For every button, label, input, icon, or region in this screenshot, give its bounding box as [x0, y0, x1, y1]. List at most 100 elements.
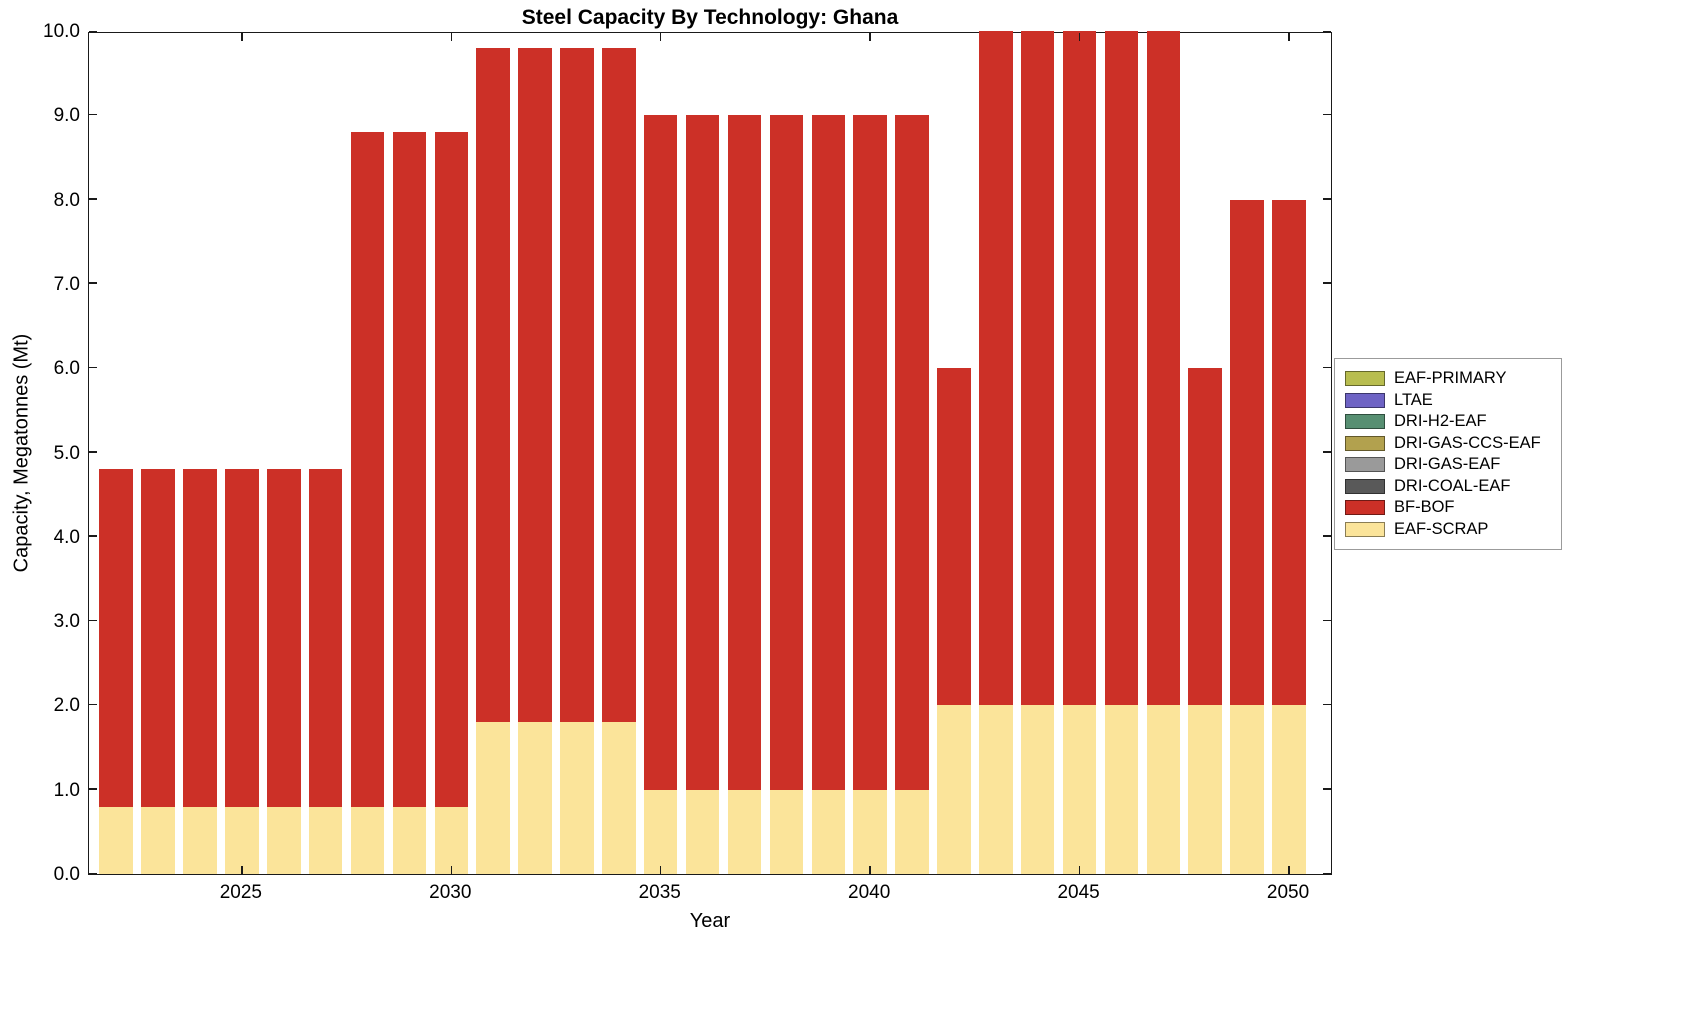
x-tick-mark — [241, 866, 243, 874]
bar-segment-bf-bof-2022 — [99, 469, 133, 807]
y-tick-label: 8.0 — [53, 189, 80, 211]
y-tick-mark — [1323, 788, 1331, 790]
bar-segment-bf-bof-2023 — [141, 469, 175, 807]
bar-segment-bf-bof-2049 — [1230, 199, 1264, 706]
x-tick-mark — [241, 33, 243, 41]
legend-item-dri-coal-eaf: DRI-COAL-EAF — [1345, 476, 1551, 498]
x-tick-label: 2030 — [429, 882, 472, 903]
bar-segment-bf-bof-2034 — [602, 47, 636, 723]
y-tick-mark — [89, 31, 97, 33]
x-tick-label: 2040 — [848, 882, 891, 903]
bar-segment-eaf-scrap-2026 — [267, 806, 301, 874]
y-tick-mark — [89, 451, 97, 453]
legend-item-dri-gas-eaf: DRI-GAS-EAF — [1345, 454, 1551, 476]
plot-area — [88, 31, 1332, 875]
y-tick-label: 9.0 — [53, 105, 80, 127]
legend-label: EAF-SCRAP — [1394, 519, 1489, 538]
x-axis-title: Year — [689, 910, 731, 932]
bar-segment-bf-bof-2048 — [1188, 368, 1222, 706]
y-tick-mark — [89, 535, 97, 537]
y-tick-label: 1.0 — [53, 779, 80, 801]
bar-segment-eaf-scrap-2035 — [643, 789, 678, 874]
bar-segment-eaf-scrap-2049 — [1230, 705, 1264, 874]
x-tick-mark — [450, 33, 453, 41]
bar-segment-eaf-scrap-2048 — [1188, 705, 1222, 874]
bar-segment-bf-bof-2037 — [727, 115, 762, 790]
x-tick-mark — [1078, 866, 1081, 874]
bar-segment-eaf-scrap-2043 — [979, 705, 1013, 874]
x-tick-label: 2025 — [219, 882, 263, 903]
legend-swatch-icon — [1345, 478, 1385, 494]
x-tick-mark — [1078, 33, 1081, 41]
bar-segment-bf-bof-2027 — [308, 469, 343, 807]
bar-segment-eaf-scrap-2028 — [350, 806, 385, 874]
bar-segment-bf-bof-2045 — [1062, 31, 1097, 706]
bar-segment-bf-bof-2030 — [434, 132, 469, 807]
x-tick-mark — [450, 866, 453, 874]
bar-segment-eaf-scrap-2050 — [1272, 705, 1306, 874]
y-tick-label: 10.0 — [43, 21, 80, 42]
bar-segment-eaf-scrap-2037 — [727, 789, 762, 874]
bar-segment-bf-bof-2035 — [643, 115, 678, 790]
bar-segment-eaf-scrap-2033 — [560, 722, 594, 874]
bar-segment-eaf-scrap-2036 — [685, 789, 720, 874]
bar-segment-eaf-scrap-2030 — [434, 806, 469, 874]
legend-swatch-icon — [1345, 392, 1385, 408]
bar-segment-eaf-scrap-2025 — [225, 806, 259, 874]
legend-swatch-icon — [1345, 457, 1385, 473]
bar-segment-bf-bof-2032 — [518, 47, 552, 723]
x-tick-label: 2050 — [1266, 882, 1310, 903]
y-axis-title: Capacity, Megatonnes (Mt) — [10, 333, 33, 573]
bar-segment-bf-bof-2025 — [225, 469, 259, 807]
bar-segment-eaf-scrap-2027 — [308, 806, 343, 874]
legend-item-ltae: LTAE — [1345, 390, 1551, 412]
y-tick-mark — [1323, 703, 1331, 706]
x-tick-label: 2045 — [1057, 882, 1100, 903]
bar-segment-bf-bof-2046 — [1104, 31, 1139, 706]
legend-item-eaf-scrap: EAF-SCRAP — [1345, 519, 1551, 541]
y-tick-mark — [89, 703, 97, 706]
bar-segment-bf-bof-2043 — [979, 31, 1013, 706]
bar-segment-eaf-scrap-2045 — [1062, 705, 1097, 874]
bar-segment-eaf-scrap-2038 — [769, 789, 804, 874]
x-tick-mark — [869, 33, 871, 41]
bar-segment-bf-bof-2028 — [350, 132, 385, 807]
legend-swatch-icon — [1345, 435, 1385, 451]
y-tick-mark — [1323, 31, 1331, 33]
bar-segment-bf-bof-2042 — [937, 368, 971, 706]
y-tick-label: 6.0 — [53, 358, 80, 380]
y-tick-label: 2.0 — [53, 695, 80, 717]
bar-segment-eaf-scrap-2040 — [853, 789, 887, 874]
y-tick-label: 7.0 — [53, 273, 80, 295]
bar-segment-bf-bof-2041 — [895, 115, 929, 790]
legend-label: DRI-GAS-EAF — [1394, 455, 1501, 474]
legend-label: BF-BOF — [1394, 498, 1455, 517]
legend-item-eaf-primary: EAF-PRIMARY — [1345, 368, 1551, 390]
bar-segment-eaf-scrap-2031 — [476, 722, 510, 874]
bar-segment-eaf-scrap-2034 — [602, 722, 636, 874]
y-tick-mark — [89, 872, 97, 874]
bar-segment-bf-bof-2026 — [267, 469, 301, 807]
y-tick-label: 5.0 — [53, 442, 80, 464]
bar-segment-eaf-scrap-2023 — [141, 806, 175, 874]
y-tick-mark — [89, 366, 97, 369]
y-tick-label: 3.0 — [53, 611, 80, 633]
y-tick-mark — [89, 198, 97, 200]
x-tick-mark — [1288, 866, 1290, 874]
legend-label: DRI-GAS-CCS-EAF — [1394, 433, 1541, 452]
bar-segment-eaf-scrap-2029 — [392, 806, 427, 874]
y-tick-mark — [89, 113, 97, 116]
legend-item-dri-h2-eaf: DRI-H2-EAF — [1345, 411, 1551, 433]
legend-label: DRI-H2-EAF — [1394, 412, 1487, 431]
bar-segment-eaf-scrap-2022 — [99, 806, 133, 874]
y-tick-mark — [1323, 872, 1331, 874]
y-tick-mark — [1323, 535, 1331, 537]
x-tick-mark — [659, 33, 662, 41]
x-tick-label: 2035 — [638, 882, 681, 903]
y-tick-mark — [1323, 451, 1331, 453]
legend-swatch-icon — [1345, 521, 1385, 537]
bar-segment-eaf-scrap-2046 — [1104, 705, 1139, 874]
bar-segment-eaf-scrap-2047 — [1146, 705, 1181, 874]
x-tick-mark — [1288, 33, 1290, 41]
